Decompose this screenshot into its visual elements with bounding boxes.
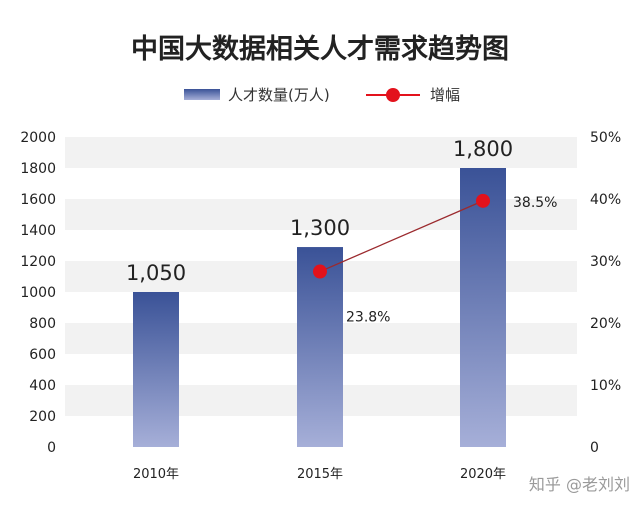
y2-tick-label: 40% (590, 192, 621, 208)
bar-data-label: 1,050 (126, 261, 186, 285)
y-axis-right: 0 10% 20% 30% 40% 50% (590, 130, 621, 456)
bar (133, 292, 179, 447)
y-tick-label: 400 (29, 378, 56, 394)
bar (460, 168, 506, 447)
growth-line: 23.8% 38.5% (313, 193, 557, 326)
y-tick-label: 0 (47, 440, 56, 456)
y2-tick-label: 0 (590, 440, 599, 456)
legend-label-growth: 增幅 (430, 86, 460, 104)
y-axis-left: 0 200 400 600 800 1000 1200 1400 1600 1800 2000 (20, 130, 56, 456)
y-tick-label: 600 (29, 347, 56, 363)
bar-data-label: 1,800 (453, 137, 513, 161)
y-tick-label: 1400 (20, 223, 56, 239)
line-data-label: 38.5% (513, 195, 557, 211)
chart-title: 中国大数据相关人才需求趋势图 (131, 34, 509, 65)
y2-tick-label: 20% (590, 316, 621, 332)
legend-label-talent: 人才数量(万人) (228, 86, 330, 104)
x-tick-label: 2015年 (297, 467, 343, 482)
y2-tick-label: 10% (590, 378, 621, 394)
legend-swatch-bar (184, 89, 220, 100)
bar-data-label: 1,300 (290, 216, 350, 240)
y2-tick-label: 50% (590, 130, 621, 146)
line-marker (476, 193, 490, 208)
x-tick-label: 2020年 (460, 467, 506, 482)
y-tick-label: 1600 (20, 192, 56, 208)
y-tick-label: 800 (29, 316, 56, 332)
grid-band (65, 137, 577, 168)
y-tick-label: 1200 (20, 254, 56, 270)
legend: 人才数量(万人) 增幅 (184, 86, 460, 104)
y-tick-label: 200 (29, 409, 56, 425)
bars: 1,050 1,300 1,800 (126, 137, 513, 447)
line-segment (319, 200, 484, 273)
y2-tick-label: 30% (590, 254, 621, 270)
line-data-label: 23.8% (346, 310, 390, 326)
y-tick-label: 1000 (20, 285, 56, 301)
x-tick-label: 2010年 (133, 467, 179, 482)
watermark: 知乎 @老刘刘 (529, 475, 630, 494)
legend-swatch-marker (386, 88, 400, 102)
bar (297, 247, 343, 447)
y-tick-label: 1800 (20, 161, 56, 177)
y-tick-label: 2000 (20, 130, 56, 146)
x-axis: 2010年 2015年 2020年 (133, 467, 506, 482)
line-marker (313, 264, 327, 279)
